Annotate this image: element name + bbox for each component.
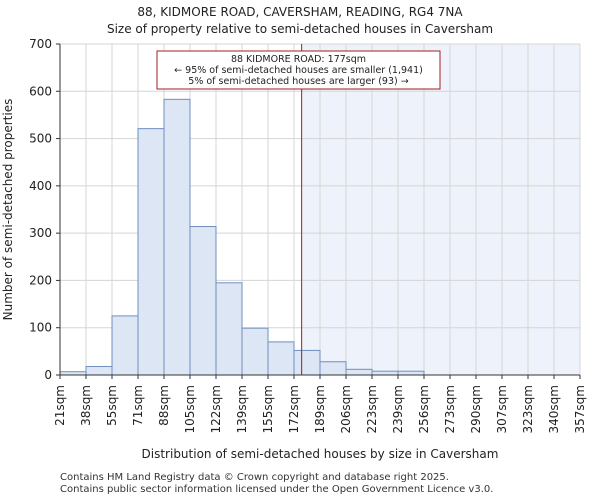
x-tick-label: 88sqm — [157, 385, 171, 426]
y-tick-label: 500 — [29, 132, 52, 146]
property-marker: 88 KIDMORE ROAD: 177sqm← 95% of semi-det… — [156, 44, 441, 375]
x-tick-label: 323sqm — [521, 385, 535, 433]
bar-139sqm — [241, 327, 269, 376]
x-tick-label: 38sqm — [79, 385, 93, 426]
y-axis-label: Number of semi-detached properties — [1, 99, 15, 321]
bar-172sqm — [293, 349, 321, 376]
bar-206sqm — [345, 368, 373, 376]
chart-title: 88, KIDMORE ROAD, CAVERSHAM, READING, RG… — [137, 5, 463, 19]
y-tick-label: 200 — [29, 273, 52, 287]
bar-189sqm — [319, 361, 347, 376]
footer-copyright: Contains HM Land Registry data © Crown c… — [60, 472, 449, 483]
larger-region-shade — [301, 44, 580, 375]
x-tick-label: 290sqm — [469, 385, 483, 433]
x-tick-label: 239sqm — [391, 385, 405, 433]
x-tick-label: 307sqm — [495, 385, 509, 433]
marker-annotation-line: 5% of semi-detached houses are larger (9… — [188, 76, 408, 87]
x-tick-label: 340sqm — [547, 385, 561, 433]
bar-122sqm — [215, 282, 243, 376]
x-tick-label: 172sqm — [287, 385, 301, 433]
x-tick-label: 105sqm — [183, 385, 197, 433]
x-tick-label: 206sqm — [339, 385, 353, 433]
y-tick-label: 400 — [29, 179, 52, 193]
x-tick-label: 357sqm — [573, 385, 587, 433]
y-tick-label: 600 — [29, 84, 52, 98]
x-tick-label: 273sqm — [443, 385, 457, 433]
x-tick-label: 55sqm — [105, 385, 119, 426]
x-tick-label: 223sqm — [365, 385, 379, 433]
shade-region — [301, 44, 580, 375]
bar-38sqm — [85, 365, 113, 376]
bar-55sqm — [111, 315, 139, 376]
bars — [59, 98, 425, 376]
x-tick-label: 155sqm — [261, 385, 275, 433]
x-tick-label: 189sqm — [313, 385, 327, 433]
footer-licence: Contains public sector information licen… — [60, 484, 494, 495]
x-tick-label: 256sqm — [417, 385, 431, 433]
x-tick-labels: 21sqm 38sqm 55sqm 71sqm 88sqm 105sqm 122sqm 139… — [53, 375, 587, 433]
x-tick-label: 21sqm — [53, 385, 67, 426]
y-tick-label: 0 — [44, 368, 52, 382]
x-tick-label: 71sqm — [131, 385, 145, 426]
x-tick-label: 139sqm — [235, 385, 249, 433]
y-tick-label: 300 — [29, 226, 52, 240]
bar-155sqm — [267, 341, 295, 376]
y-tick-label: 700 — [29, 37, 52, 51]
x-tick-label: 122sqm — [209, 385, 223, 433]
marker-annotation-box — [156, 50, 441, 90]
bar-105sqm — [189, 226, 217, 376]
y-tick-label: 100 — [29, 321, 52, 335]
bar-88sqm — [163, 98, 191, 376]
y-tick-labels: 0 100 200 300 400 500 600 700 — [29, 37, 60, 382]
chart-subtitle: Size of property relative to semi-detach… — [107, 22, 493, 36]
bar-223sqm — [371, 370, 399, 376]
bar-71sqm — [137, 128, 165, 376]
marker-annotation-line: ← 95% of semi-detached houses are smalle… — [174, 65, 423, 76]
bar-239sqm — [397, 370, 425, 376]
x-axis-label: Distribution of semi-detached houses by … — [142, 447, 499, 461]
marker-annotation-line: 88 KIDMORE ROAD: 177sqm — [231, 54, 366, 65]
